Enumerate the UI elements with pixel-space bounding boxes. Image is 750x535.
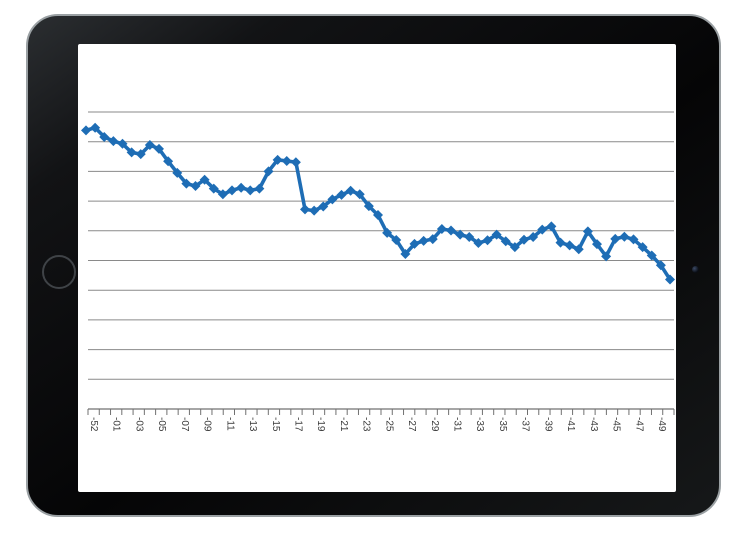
data-point-marker — [537, 224, 548, 235]
data-point-marker — [363, 201, 374, 212]
data-point-marker — [163, 156, 174, 167]
data-point-marker — [126, 147, 137, 158]
x-axis-label: -15 — [270, 417, 281, 432]
front-camera — [692, 266, 699, 273]
data-point-marker — [108, 136, 119, 147]
x-axis-label: -35 — [497, 417, 508, 432]
data-point-marker — [199, 174, 210, 185]
x-axis-label: -52 — [88, 417, 99, 432]
tablet-screen: -52 -01 -03 -05 -07 -09 -11 -13 -15 -17 -19 -21 -23-… — [78, 44, 676, 492]
data-point-marker — [336, 189, 347, 200]
data-point-marker — [208, 183, 219, 194]
data-point-marker — [290, 157, 301, 168]
data-point-marker — [427, 234, 438, 245]
data-point-marker — [418, 235, 429, 246]
data-point-marker — [665, 274, 675, 285]
x-axis-label: -27 — [406, 417, 417, 432]
data-point-marker — [217, 189, 228, 200]
data-point-marker — [172, 167, 183, 178]
data-point-marker — [227, 185, 237, 196]
data-point-marker — [309, 205, 320, 216]
line-chart: -52 -01 -03 -05 -07 -09 -11 -13 -15 -17 -19 -21 -23-… — [81, 111, 675, 432]
data-point-marker — [473, 237, 484, 248]
x-axis-label: -21 — [338, 417, 349, 432]
data-point-marker — [254, 183, 265, 194]
data-point-marker — [318, 201, 329, 212]
x-axis-label: -29 — [429, 417, 440, 432]
data-point-marker — [482, 235, 493, 246]
data-point-marker — [245, 185, 256, 196]
data-point-marker — [354, 189, 365, 200]
x-axis-label: -45 — [611, 417, 622, 432]
x-axis-label: -19 — [315, 417, 326, 432]
data-point-marker — [345, 185, 356, 196]
x-axis-label: -33 — [474, 417, 485, 432]
x-axis-label: -31 — [452, 417, 463, 432]
tablet-frame: -52 -01 -03 -05 -07 -09 -11 -13 -15 -17 -19 -21 -23-… — [26, 14, 721, 517]
data-point-marker — [81, 125, 91, 136]
x-axis-label: -43 — [588, 417, 599, 432]
data-point-marker — [190, 180, 201, 191]
data-point-marker — [491, 229, 502, 240]
data-point-marker — [117, 138, 128, 149]
data-point-marker — [464, 232, 475, 243]
x-axis-label: -01 — [111, 417, 122, 432]
home-button[interactable] — [42, 255, 76, 289]
data-point-marker — [582, 226, 593, 237]
x-axis-label: -47 — [633, 417, 644, 432]
data-point-marker — [592, 239, 602, 250]
data-point-marker — [263, 166, 274, 177]
x-axis-label: -03 — [133, 417, 144, 432]
data-point-marker — [628, 234, 639, 245]
x-axis-label: -05 — [156, 417, 167, 432]
x-axis-label: -11 — [224, 417, 235, 431]
data-point-marker — [509, 242, 520, 253]
data-point-marker — [327, 194, 338, 205]
data-point-marker — [655, 260, 666, 271]
data-point-marker — [646, 250, 657, 261]
data-point-marker — [144, 139, 155, 150]
data-point-marker — [90, 122, 101, 133]
data-point-marker — [272, 154, 283, 165]
x-axis-label: -17 — [292, 417, 303, 432]
data-point-marker — [135, 149, 146, 160]
data-point-marker — [528, 232, 539, 243]
x-axis-label: -41 — [565, 417, 576, 432]
data-point-marker — [300, 204, 310, 215]
data-point-marker — [555, 237, 566, 248]
data-point-marker — [619, 231, 630, 242]
data-point-marker — [436, 224, 447, 235]
data-point-marker — [546, 221, 557, 232]
data-point-marker — [99, 131, 110, 142]
data-point-marker — [564, 240, 575, 251]
x-axis-label: -25 — [383, 417, 394, 432]
x-axis-label: -09 — [202, 417, 213, 432]
data-point-marker — [236, 182, 247, 193]
x-axis-label: -49 — [656, 417, 667, 432]
x-axis-label: -13 — [247, 417, 258, 432]
x-axis-label: -07 — [179, 417, 190, 432]
data-point-marker — [154, 143, 164, 154]
data-point-marker — [573, 244, 584, 255]
data-series-line — [84, 125, 672, 282]
x-axis-label: -37 — [520, 417, 531, 432]
data-point-marker — [601, 251, 612, 262]
data-point-marker — [391, 235, 402, 246]
data-point-marker — [409, 238, 420, 249]
data-point-marker — [181, 178, 192, 189]
data-point-marker — [455, 229, 466, 240]
x-axis-label: -39 — [542, 417, 553, 432]
data-point-marker — [637, 242, 648, 253]
data-point-marker — [519, 234, 529, 245]
data-point-marker — [446, 225, 456, 236]
data-point-marker — [382, 227, 393, 238]
data-point-marker — [500, 236, 511, 247]
data-point-marker — [281, 156, 292, 167]
data-point-marker — [610, 233, 621, 244]
data-point-marker — [373, 210, 383, 221]
data-point-marker — [400, 248, 411, 259]
x-axis-label: -23 — [361, 417, 372, 432]
